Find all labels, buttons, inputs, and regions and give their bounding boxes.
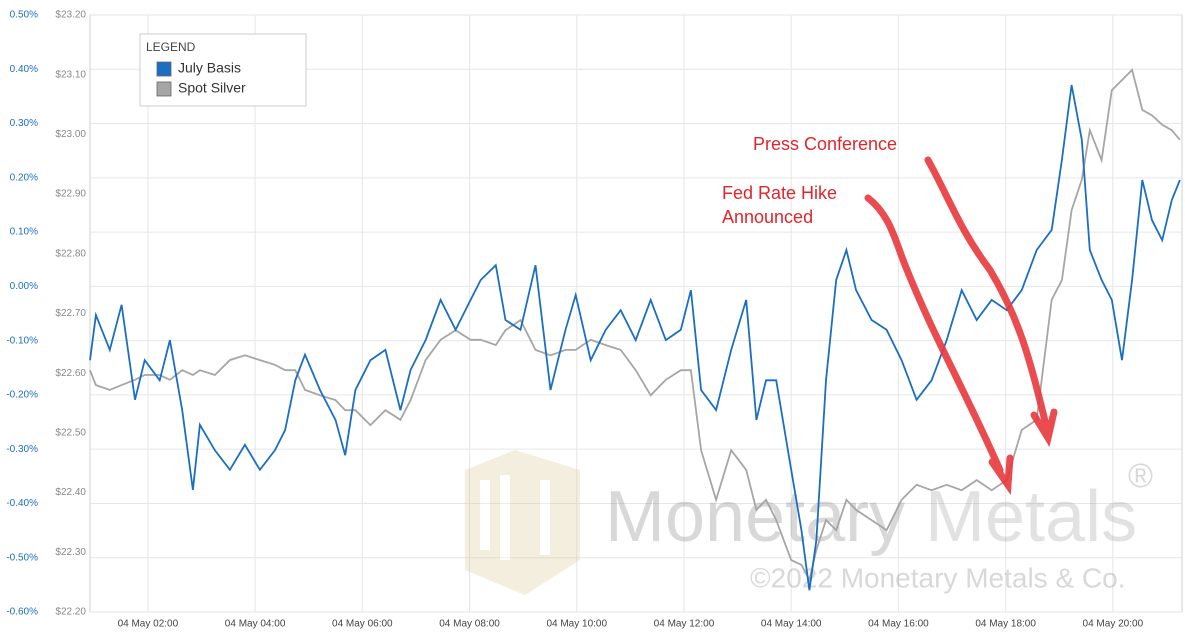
y2-tick-label: $22.60 [55, 368, 86, 379]
plot-area [89, 14, 1183, 613]
y-tick-label: 0.50% [10, 10, 38, 21]
y2-tick-label: $23.20 [55, 10, 86, 21]
annotation: Press Conference [753, 134, 897, 154]
x-tick-label: 04 May 20:00 [1083, 619, 1144, 630]
y-tick-label: 0.10% [10, 227, 38, 238]
watermark-text: Monetary [605, 477, 905, 557]
annotation: Fed Rate Hike [722, 183, 837, 203]
logo-bar [500, 475, 510, 560]
y-tick-label: 0.20% [10, 172, 38, 183]
x-tick-label: 04 May 18:00 [975, 619, 1036, 630]
y2-tick-label: $23.10 [55, 69, 86, 80]
y-tick-label: 0.40% [10, 64, 38, 75]
x-tick-label: 04 May 14:00 [761, 619, 822, 630]
x-tick-label: 04 May 10:00 [546, 619, 607, 630]
arrows [864, 156, 1058, 496]
legend: LEGEND July Basis Spot Silver [139, 33, 307, 107]
logo-bar [480, 480, 490, 550]
x-tick-label: 04 May 08:00 [439, 619, 500, 630]
legend-swatch [156, 61, 172, 77]
arrow-head [1030, 408, 1058, 448]
y-tick-label: -0.60% [6, 607, 38, 618]
logo-bar [540, 480, 550, 555]
y2-tick-label: $22.70 [55, 308, 86, 319]
annotation: Announced [722, 207, 813, 227]
y-tick-label: 0.00% [10, 281, 38, 292]
y2-tick-label: $22.30 [55, 547, 86, 558]
series-line [89, 84, 1181, 591]
y-tick-label: -0.30% [6, 444, 38, 455]
y-tick-label: -0.50% [6, 552, 38, 563]
x-tick-label: 04 May 12:00 [654, 619, 715, 630]
watermark-mark: ® [1128, 457, 1153, 495]
legend-label: Spot Silver [178, 80, 246, 96]
series-line [89, 68, 1181, 583]
y-tick-label: -0.40% [6, 498, 38, 509]
x-tick-label: 04 May 06:00 [332, 619, 393, 630]
legend-label: July Basis [178, 60, 241, 76]
legend-swatch [156, 81, 172, 97]
x-tick-label: 04 May 02:00 [118, 619, 179, 630]
series-layer [89, 68, 1181, 591]
y2-tick-label: $22.20 [55, 607, 86, 618]
y-tick-label: 0.30% [10, 118, 38, 129]
x-tick-label: 04 May 04:00 [225, 619, 286, 630]
legend-title: LEGEND [146, 40, 196, 54]
y-tick-label: -0.20% [6, 390, 38, 401]
y2-tick-label: $22.90 [55, 189, 86, 200]
y2-tick-label: $23.00 [55, 129, 86, 140]
arrow-head [988, 454, 1014, 496]
y-tick-label: -0.10% [6, 335, 38, 346]
arrow [864, 194, 1004, 474]
logo-cube [465, 450, 580, 595]
y2-tick-label: $22.50 [55, 428, 86, 439]
x-tick-label: 04 May 16:00 [868, 619, 929, 630]
arrow [924, 156, 1050, 429]
y2-tick-label: $22.80 [55, 248, 86, 259]
y2-tick-label: $22.40 [55, 487, 86, 498]
